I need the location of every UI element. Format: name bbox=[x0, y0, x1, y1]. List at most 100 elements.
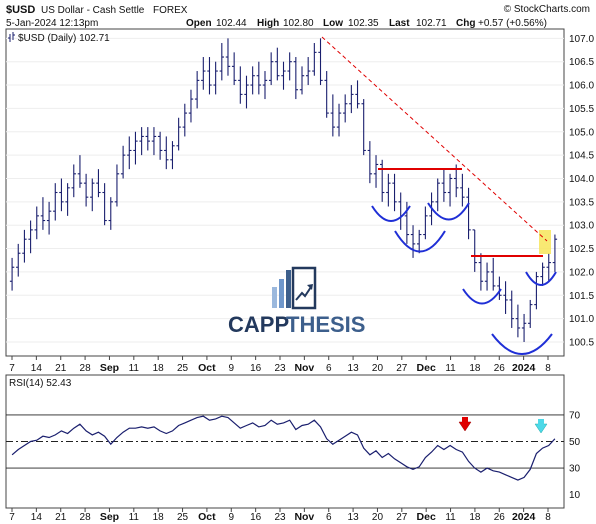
ohlc-bar bbox=[336, 103, 342, 137]
ohlc-bar bbox=[268, 52, 274, 86]
x-tick-label: 11 bbox=[445, 512, 456, 523]
ohlc-bar bbox=[305, 57, 311, 86]
x-tick-label: 20 bbox=[372, 363, 384, 374]
price-tick-label: 107.0 bbox=[569, 34, 594, 45]
ohlc-bar bbox=[250, 66, 255, 95]
x-tick-label: 25 bbox=[177, 363, 189, 374]
ticker-symbol: $USD bbox=[6, 4, 35, 16]
open-label: Open bbox=[186, 18, 212, 29]
ohlc-bar bbox=[534, 271, 539, 310]
x-tick-label: 11 bbox=[129, 363, 140, 374]
ohlc-bar bbox=[373, 155, 379, 188]
price-tick-label: 104.5 bbox=[569, 151, 594, 162]
ohlc-bar bbox=[392, 173, 397, 212]
last-label: Last bbox=[389, 18, 410, 29]
ohlc-bar bbox=[151, 127, 157, 156]
ohlc-bar bbox=[194, 71, 200, 109]
x-tick-label: 14 bbox=[31, 363, 43, 374]
ohlc-bar bbox=[59, 178, 64, 212]
ohlc-bar bbox=[225, 38, 231, 76]
ohlc-bar bbox=[484, 262, 490, 291]
price-tick-label: 106.5 bbox=[569, 57, 594, 68]
ohlc-bar bbox=[71, 164, 76, 198]
x-tick-label: 25 bbox=[177, 512, 189, 523]
red-arrow-stem bbox=[462, 417, 468, 423]
x-tick-label: 18 bbox=[469, 512, 481, 523]
x-tick-label: Dec bbox=[417, 362, 436, 374]
x-tick-label: Sep bbox=[100, 362, 119, 374]
ohlc-bar bbox=[170, 141, 175, 170]
price-tick-label: 102.0 bbox=[569, 267, 594, 278]
x-tick-label: 7 bbox=[9, 363, 15, 374]
ohlc-bar bbox=[201, 57, 206, 90]
ohlc-bar bbox=[509, 290, 514, 328]
breakout-highlight bbox=[539, 230, 551, 254]
ohlc-bar bbox=[102, 183, 107, 226]
price-tick-label: 106.0 bbox=[569, 81, 594, 92]
ohlc-bar bbox=[256, 61, 262, 95]
ohlc-bar bbox=[540, 262, 545, 286]
ohlc-bar bbox=[404, 201, 410, 244]
ohlc-bar bbox=[219, 43, 225, 81]
ohlc-bar bbox=[53, 183, 58, 221]
ohlc-bar bbox=[182, 103, 188, 137]
legend: $USD (Daily) 102.71 bbox=[8, 32, 110, 44]
x-tick-label: 21 bbox=[55, 363, 67, 374]
open-value: 102.44 bbox=[216, 18, 247, 29]
rsi-tick-label: 30 bbox=[569, 464, 581, 475]
ohlc-bar bbox=[133, 131, 138, 165]
x-tick-label: 2024 bbox=[512, 511, 536, 523]
price-tick-label: 105.5 bbox=[569, 104, 594, 115]
ohlc-bar bbox=[244, 75, 249, 109]
rsi-line bbox=[11, 415, 556, 481]
ohlc-bar bbox=[28, 220, 33, 254]
ohlc-bar bbox=[386, 173, 391, 207]
watermark-thesis: THESIS bbox=[286, 312, 365, 337]
ohlc-bar bbox=[355, 80, 360, 109]
price-bars bbox=[9, 38, 558, 342]
capp-thesis-watermark: CAPP THESIS bbox=[228, 266, 365, 337]
ohlc-bar bbox=[330, 94, 336, 137]
ohlc-bar bbox=[417, 229, 422, 254]
ohlc-bar bbox=[491, 257, 496, 291]
x-tick-label: Nov bbox=[294, 362, 314, 374]
ohlc-bar bbox=[231, 52, 237, 86]
ohlc-bar bbox=[213, 61, 218, 95]
x-tick-label: 26 bbox=[494, 512, 506, 523]
price-tick-label: 101.0 bbox=[569, 314, 594, 325]
x-tick-label: 27 bbox=[396, 363, 408, 374]
x-tick-label: 16 bbox=[250, 512, 262, 523]
ohlc-bar bbox=[312, 43, 317, 76]
x-tick-label: Sep bbox=[100, 511, 119, 523]
price-tick-label: 105.0 bbox=[569, 127, 594, 138]
ohlc-bar bbox=[318, 38, 323, 86]
ohlc-bar bbox=[299, 66, 305, 95]
price-grid bbox=[6, 37, 564, 343]
x-tick-label: 8 bbox=[545, 512, 551, 523]
price-tick-label: 100.5 bbox=[569, 337, 594, 348]
chg-label: Chg bbox=[456, 18, 475, 29]
x-tick-label: 7 bbox=[9, 512, 15, 523]
price-panel bbox=[5, 28, 565, 357]
ohlc-bar bbox=[472, 229, 477, 272]
price-tick-label: 102.5 bbox=[569, 244, 594, 255]
ohlc-bar bbox=[164, 136, 169, 170]
x-axis-top: 7 14 21 28 Sep 11 18 25 Oct 9 16 23 Nov 6 13 20 27 Dec 11 1… bbox=[9, 356, 551, 374]
x-tick-label: Oct bbox=[198, 362, 216, 374]
x-axis-bottom: 7 14 21 28 Sep 11 18 25 Oct 9 16 23 Nov 6 13 20 27 Dec 11 1… bbox=[9, 508, 551, 523]
ohlc-bar bbox=[528, 299, 533, 328]
copyright-text: © StockCharts.com bbox=[504, 4, 590, 15]
ohlc-bar bbox=[410, 225, 416, 258]
ohlc-bar bbox=[521, 313, 527, 342]
x-tick-label: 18 bbox=[153, 363, 165, 374]
x-tick-label: 2024 bbox=[512, 362, 536, 374]
ohlc-bar bbox=[281, 61, 286, 90]
left-shoulder-arc-1 bbox=[371, 205, 411, 222]
head-arc-1 bbox=[394, 230, 446, 253]
ohlc-bar bbox=[9, 257, 15, 291]
low-value: 102.35 bbox=[348, 18, 379, 29]
high-value: 102.80 bbox=[283, 18, 314, 29]
x-tick-label: 23 bbox=[274, 363, 286, 374]
ohlc-bar bbox=[497, 276, 502, 300]
ohlc-bar bbox=[287, 52, 292, 81]
